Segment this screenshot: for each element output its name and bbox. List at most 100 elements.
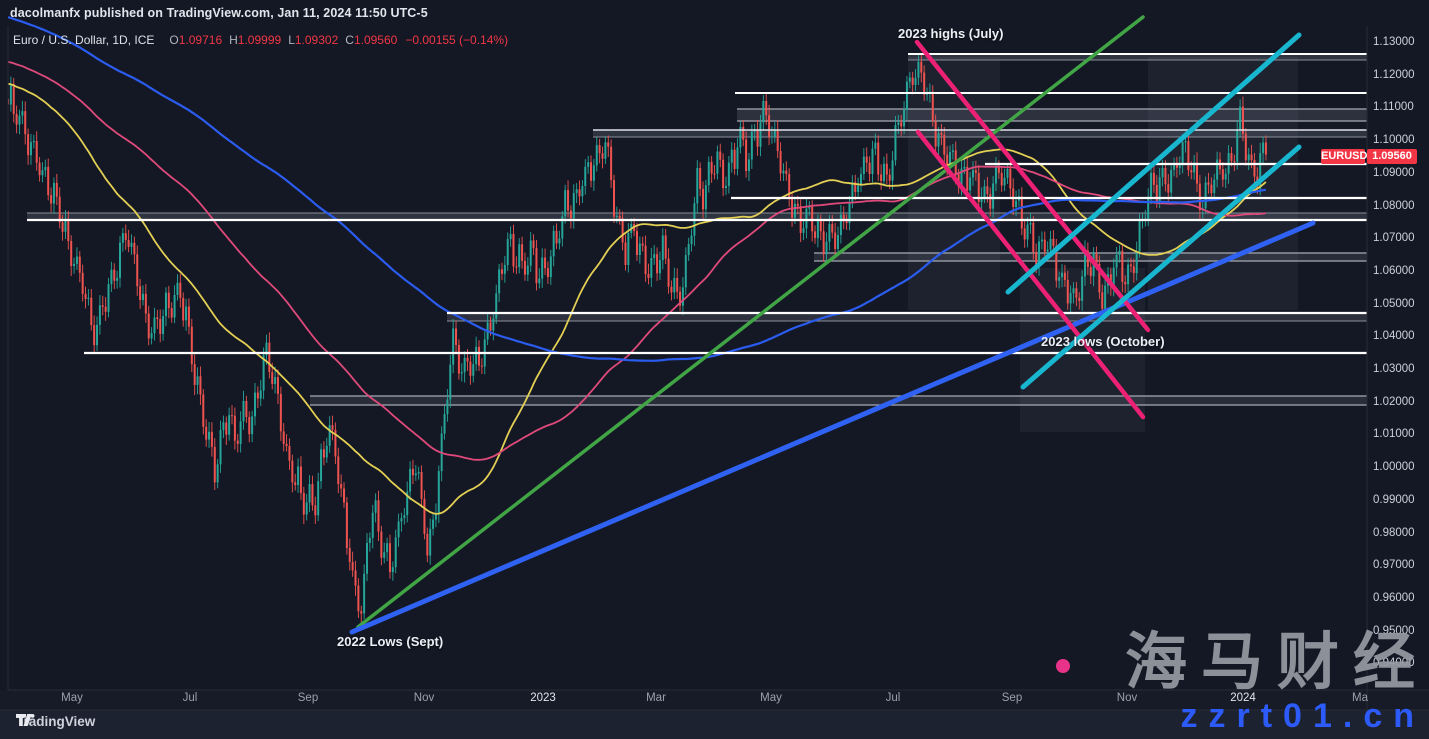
price-axis-label: 1.04000	[1373, 330, 1415, 343]
candle-up	[222, 422, 225, 431]
ohlc-high: H1.09999	[229, 33, 282, 47]
candle-down	[1098, 263, 1101, 293]
support-resistance-zone[interactable]	[27, 213, 1367, 220]
candle-up	[18, 115, 21, 125]
candle-down	[888, 174, 891, 181]
candle-up	[21, 111, 24, 116]
candle-up	[707, 161, 710, 186]
candle-down	[877, 142, 880, 175]
candle-up	[1084, 250, 1086, 277]
candle-up	[443, 414, 446, 434]
candle-down	[1221, 169, 1224, 180]
candle-down	[233, 415, 236, 441]
candle-up	[492, 318, 495, 331]
candle-up	[684, 255, 687, 288]
candle-down	[156, 317, 159, 320]
candle-down	[1244, 133, 1247, 161]
candle-down	[1009, 168, 1012, 189]
price-axis-label: 0.98000	[1373, 526, 1415, 539]
candle-down	[567, 190, 570, 211]
candle-down	[423, 498, 426, 534]
plot-area[interactable]	[7, 16, 1267, 624]
candle-down	[779, 151, 782, 174]
descending-channel-pink-upper[interactable]	[914, 39, 1151, 333]
candle-down	[644, 245, 647, 274]
chart-legend[interactable]: Euro / U.S. Dollar, 1D, ICE O1.09716 H1.09…	[13, 33, 508, 47]
ascending-trendline-blue[interactable]	[349, 220, 1316, 635]
support-resistance-zone[interactable]	[310, 396, 1367, 405]
candle-up	[41, 170, 44, 176]
support-resistance-zone[interactable]	[737, 109, 1367, 121]
candle-down	[713, 173, 716, 175]
ascending-channel-cyan-lower[interactable]	[1020, 144, 1302, 390]
candle-down	[187, 306, 190, 327]
support-resistance-zone[interactable]	[447, 313, 1367, 321]
candle-up	[173, 294, 176, 318]
candle-up	[386, 543, 389, 553]
support-resistance-zone[interactable]	[593, 130, 1367, 137]
candle-down	[1190, 170, 1193, 173]
candle-down	[210, 431, 213, 447]
candle-down	[15, 113, 18, 125]
candle-down	[1198, 183, 1201, 211]
candle-up	[328, 425, 331, 446]
candle-down	[411, 468, 414, 476]
moving-average-sma-200[interactable]	[8, 16, 1267, 362]
candle-up	[963, 166, 966, 169]
candle-down	[322, 449, 325, 458]
candle-up	[658, 260, 661, 274]
candle-up	[1069, 293, 1072, 304]
candle-down	[478, 346, 481, 366]
candle-down	[1175, 164, 1178, 168]
candle-down	[796, 203, 799, 207]
candle-down	[1043, 239, 1046, 252]
moving-average-sma-100[interactable]	[8, 61, 1267, 461]
chart-annotation: 2023 highs (July)	[898, 26, 1004, 41]
support-resistance-zone[interactable]	[908, 54, 1367, 60]
candle-down	[351, 561, 354, 571]
candle-up	[265, 342, 268, 356]
candle-up	[518, 244, 521, 268]
time-axis-label: May	[61, 692, 83, 704]
candle-up	[239, 421, 242, 444]
candle-up	[9, 84, 12, 105]
candle-down	[179, 282, 182, 298]
publish-attribution: dacolmanfx published on TradingView.com,…	[10, 6, 428, 20]
ascending-channel-cyan-upper[interactable]	[1005, 32, 1302, 295]
candle-up	[1135, 251, 1138, 274]
candle-down	[814, 231, 817, 239]
candle-down	[348, 548, 351, 562]
candle-down	[245, 400, 248, 418]
candle-down	[136, 254, 139, 287]
candle-up	[747, 159, 750, 172]
price-axis-label: 1.05000	[1373, 297, 1415, 310]
candle-down	[70, 241, 73, 267]
candle-up	[73, 263, 76, 267]
time-axis-label: Jul	[182, 692, 198, 704]
candle-up	[437, 471, 440, 514]
candle-down	[546, 268, 549, 278]
candle-down	[1020, 196, 1023, 229]
candle-up	[1213, 179, 1216, 194]
candle-up	[1015, 200, 1018, 208]
candle-up	[650, 258, 653, 278]
candle-down	[555, 230, 558, 244]
candle-down	[1264, 142, 1267, 155]
candle-up	[96, 324, 99, 346]
tradingview-footer[interactable]: TradingView	[16, 714, 95, 729]
candle-up	[472, 364, 475, 376]
candle-down	[612, 180, 615, 217]
highlight-box	[908, 57, 1000, 310]
candle-down	[147, 313, 150, 339]
candle-down	[24, 111, 27, 135]
ascending-trendline-green[interactable]	[356, 15, 1145, 629]
last-price-symbol-tag: EURUSD	[1321, 149, 1368, 164]
candle-down	[943, 134, 946, 155]
candle-up	[793, 203, 796, 218]
candle-down	[334, 429, 337, 457]
candle-down	[55, 182, 58, 197]
candle-up	[121, 233, 124, 243]
candle-down	[610, 146, 613, 181]
candle-up	[259, 390, 262, 399]
